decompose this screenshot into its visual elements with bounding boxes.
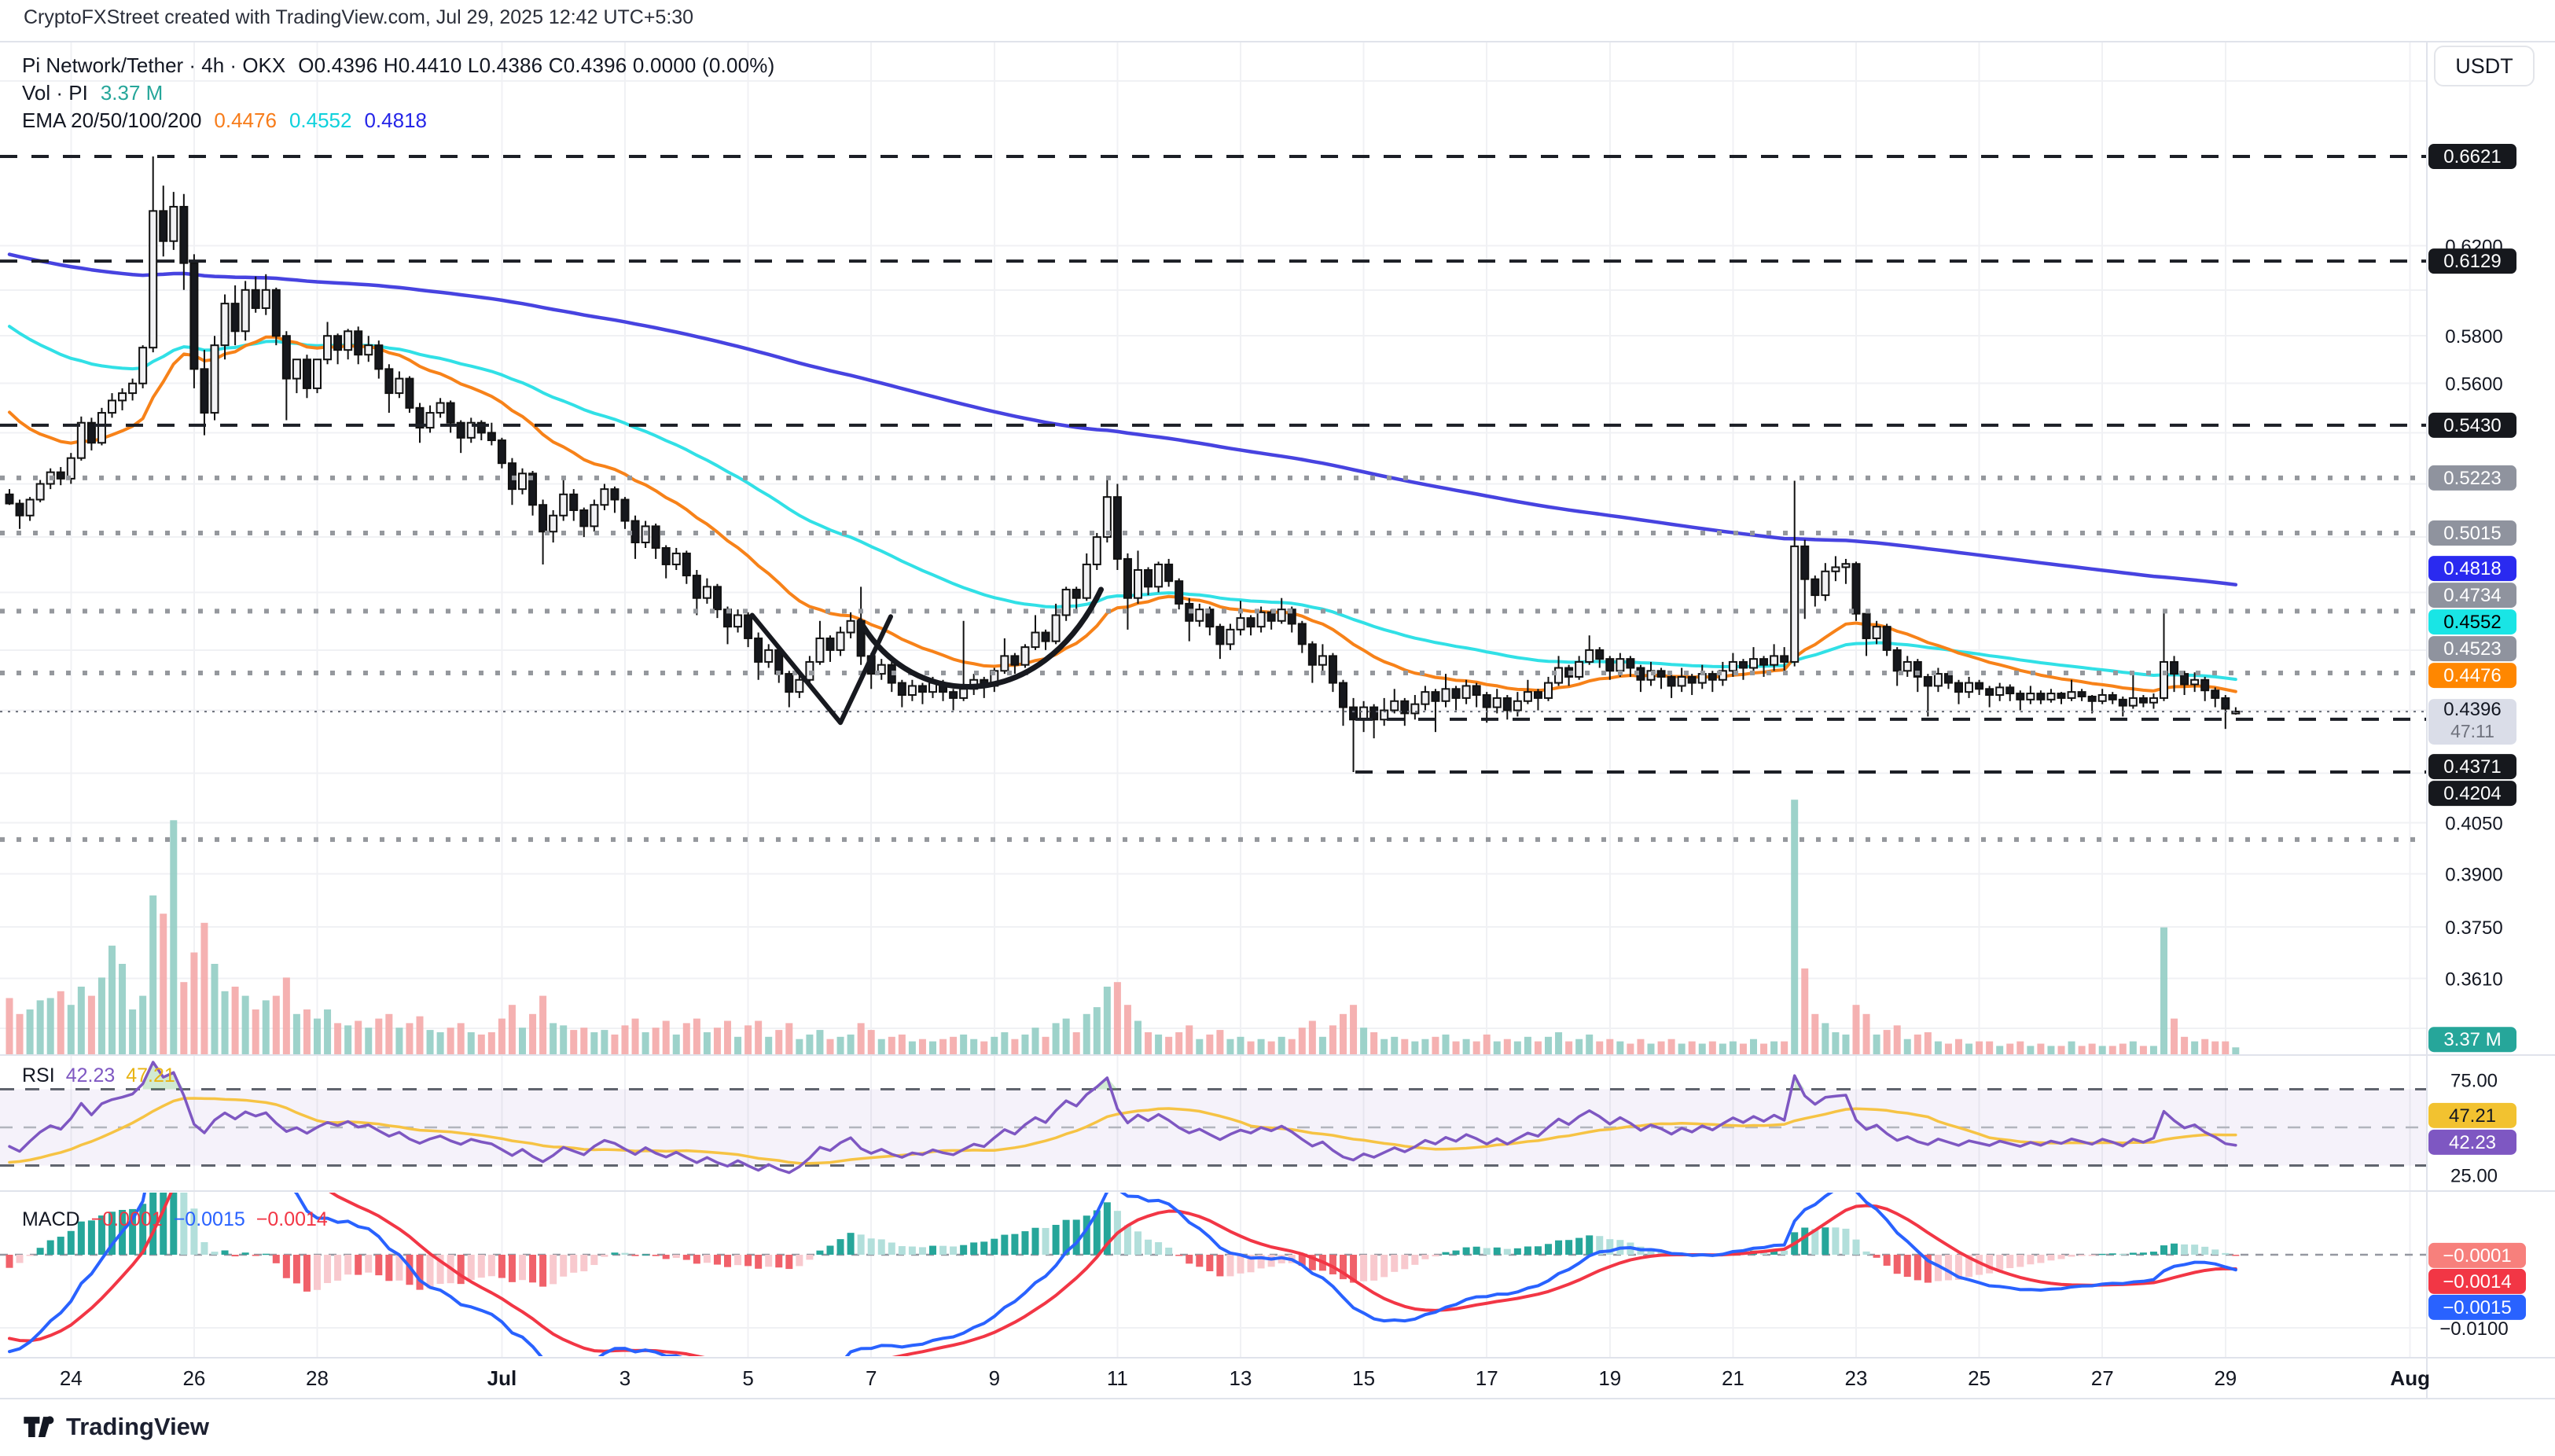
- svg-text:9: 9: [989, 1366, 1000, 1390]
- svg-text:25.00: 25.00: [2450, 1166, 2498, 1187]
- svg-text:3.37 M: 3.37 M: [2443, 1029, 2501, 1050]
- drawings-layer: [0, 155, 2427, 842]
- svg-text:0.4734: 0.4734: [2443, 585, 2501, 606]
- rsi-ma-value: 47.21: [126, 1064, 175, 1086]
- macd-line-value: −0.0015: [173, 1208, 245, 1230]
- tradingview-logo-icon: [24, 1416, 54, 1437]
- volume-bars-layer: [6, 800, 2240, 1055]
- svg-text:0.5430: 0.5430: [2443, 415, 2501, 436]
- ema-lines-layer: [7, 252, 2238, 693]
- svg-text:29: 29: [2214, 1366, 2237, 1390]
- svg-text:15: 15: [1352, 1366, 1375, 1390]
- svg-text:47:11: 47:11: [2450, 721, 2494, 741]
- rsi-pane-layer: [0, 1061, 2427, 1175]
- svg-text:0.3900: 0.3900: [2445, 864, 2502, 885]
- ohlc-readout: O0.4396 H0.4410 L0.4386 C0.4396 0.0000 (…: [298, 53, 775, 77]
- svg-text:0.3750: 0.3750: [2445, 917, 2502, 939]
- svg-text:0.4523: 0.4523: [2443, 638, 2501, 660]
- volume-label: Vol · PI: [22, 81, 88, 105]
- candles-layer: [5, 156, 2241, 773]
- macd-label: MACD: [22, 1208, 80, 1230]
- rsi-legend: RSI 42.23 47.21: [22, 1064, 186, 1087]
- svg-text:7: 7: [866, 1366, 877, 1390]
- svg-text:3: 3: [619, 1366, 630, 1390]
- svg-text:28: 28: [306, 1366, 329, 1390]
- svg-text:17: 17: [1476, 1366, 1498, 1390]
- svg-text:47.21: 47.21: [2449, 1105, 2496, 1127]
- ema-row: EMA 20/50/100/200 0.4476 0.4552 0.4818: [22, 107, 787, 134]
- svg-text:42.23: 42.23: [2449, 1132, 2496, 1153]
- svg-text:0.3610: 0.3610: [2445, 969, 2502, 991]
- chart-legend: Pi Network/Tether · 4h · OKX O0.4396 H0.4…: [22, 52, 787, 134]
- svg-text:−0.0015: −0.0015: [2443, 1297, 2511, 1318]
- svg-text:−0.0100: −0.0100: [2439, 1318, 2508, 1340]
- axis-badges: 0.6621 0.6129 0.5430 0.5223 0.5015 0.4476 0.45…: [2428, 144, 2526, 1320]
- macd-legend: MACD −0.0001 −0.0015 −0.0014: [22, 1208, 339, 1231]
- currency-toggle-button[interactable]: USDT: [2434, 46, 2535, 86]
- tradingview-logo[interactable]: TradingView: [20, 1409, 209, 1445]
- macd-hist-value: −0.0001: [90, 1208, 163, 1230]
- svg-text:27: 27: [2091, 1366, 2114, 1390]
- rsi-label: RSI: [22, 1064, 55, 1086]
- svg-text:0.5800: 0.5800: [2445, 326, 2502, 347]
- svg-text:13: 13: [1230, 1366, 1252, 1390]
- credit-line: CryptoFXStreet created with TradingView.…: [24, 6, 694, 28]
- axis-labels: 0.62000.58000.56000.40500.39000.37500.36…: [60, 236, 2509, 1390]
- svg-text:0.4204: 0.4204: [2443, 783, 2501, 804]
- ema50-value: 0.4552: [289, 108, 352, 132]
- svg-text:75.00: 75.00: [2450, 1070, 2498, 1091]
- svg-text:−0.0014: −0.0014: [2443, 1271, 2511, 1292]
- svg-text:26: 26: [182, 1366, 205, 1390]
- macd-signal-value: −0.0014: [256, 1208, 328, 1230]
- tradingview-logo-text: TradingView: [66, 1413, 210, 1440]
- symbol-row: Pi Network/Tether · 4h · OKX O0.4396 H0.4…: [22, 52, 787, 79]
- svg-text:0.5223: 0.5223: [2443, 468, 2501, 489]
- svg-text:0.4050: 0.4050: [2445, 813, 2502, 834]
- symbol-title: Pi Network/Tether · 4h · OKX: [22, 53, 286, 77]
- svg-text:0.6129: 0.6129: [2443, 251, 2501, 272]
- svg-text:0.4371: 0.4371: [2443, 756, 2501, 778]
- svg-text:−0.0001: −0.0001: [2443, 1245, 2511, 1267]
- svg-text:0.4396: 0.4396: [2443, 699, 2501, 720]
- volume-row: Vol · PI 3.37 M: [22, 79, 787, 107]
- ema200-value: 0.4818: [364, 108, 427, 132]
- svg-text:24: 24: [60, 1366, 83, 1390]
- macd-pane-layer: [0, 1193, 2427, 1356]
- svg-text:0.5015: 0.5015: [2443, 523, 2501, 544]
- ema-label: EMA 20/50/100/200: [22, 108, 202, 132]
- svg-text:11: 11: [1107, 1366, 1128, 1390]
- svg-text:0.4476: 0.4476: [2443, 665, 2501, 686]
- svg-text:Jul: Jul: [487, 1366, 517, 1390]
- svg-text:21: 21: [1722, 1366, 1744, 1390]
- svg-text:0.5600: 0.5600: [2445, 374, 2502, 395]
- pane-separators: [0, 41, 2555, 1399]
- svg-text:19: 19: [1598, 1366, 1621, 1390]
- svg-text:25: 25: [1968, 1366, 1991, 1390]
- svg-text:0.6621: 0.6621: [2443, 146, 2501, 167]
- rsi-value: 42.23: [65, 1064, 116, 1086]
- svg-text:0.4818: 0.4818: [2443, 558, 2501, 579]
- svg-text:23: 23: [1845, 1366, 1868, 1390]
- svg-text:Aug: Aug: [2390, 1366, 2430, 1390]
- svg-text:5: 5: [742, 1366, 753, 1390]
- ema20-value: 0.4476: [214, 108, 277, 132]
- svg-text:0.4552: 0.4552: [2443, 612, 2501, 633]
- volume-value: 3.37 M: [100, 81, 164, 105]
